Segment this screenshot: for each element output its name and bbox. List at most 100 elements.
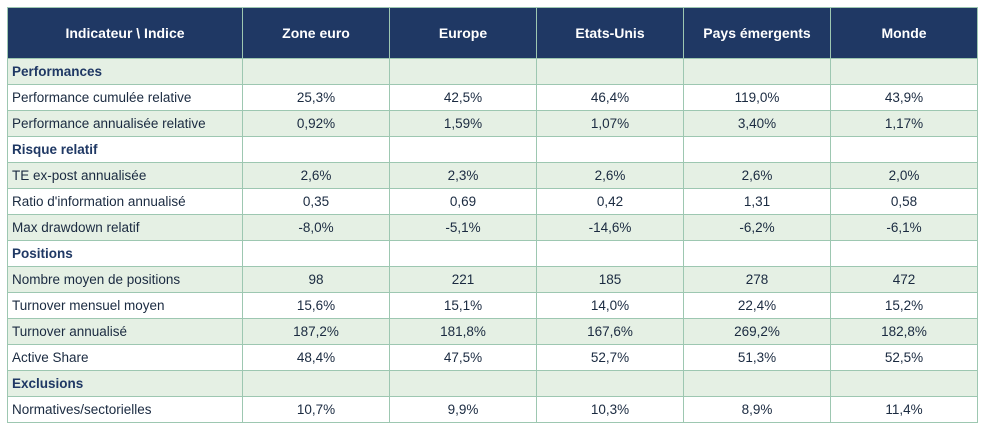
table-cell: 9,9% [389,396,537,423]
table-cell: 52,7% [536,344,684,371]
table-cell: 1,59% [389,110,537,137]
indicator-table: Indicateur \ Indice Zone euro Europe Eta… [7,7,978,423]
table-cell: 0,58 [830,188,978,215]
table-cell: 181,8% [389,318,537,345]
table-cell [683,136,831,163]
table-cell: 14,0% [536,292,684,319]
row-label: TE ex-post annualisée [7,162,243,189]
table-cell [830,58,978,85]
row-label: Performance cumulée relative [7,84,243,111]
table-cell: 0,69 [389,188,537,215]
table-cell [536,240,684,267]
table-cell: 182,8% [830,318,978,345]
table-cell: 3,40% [683,110,831,137]
table-cell: 22,4% [683,292,831,319]
table-cell: 119,0% [683,84,831,111]
table-cell: 1,17% [830,110,978,137]
row-label: Turnover mensuel moyen [7,292,243,319]
section-label: Performances [7,58,243,85]
table-cell: 278 [683,266,831,293]
table-cell: 221 [389,266,537,293]
table-cell: 187,2% [242,318,390,345]
table-cell [389,58,537,85]
table-cell: -6,1% [830,214,978,241]
table-cell [830,370,978,397]
table-cell: 8,9% [683,396,831,423]
table-cell: -5,1% [389,214,537,241]
table-row: Active Share 48,4% 47,5% 52,7% 51,3% 52,5% [7,344,978,371]
table-cell: 2,6% [683,162,831,189]
header-europe: Europe [389,7,537,59]
table-row: Normatives/sectorielles 10,7% 9,9% 10,3% 8,9… [7,396,978,423]
table-cell: 0,35 [242,188,390,215]
table-cell [536,370,684,397]
table-cell: 46,4% [536,84,684,111]
table-cell: 1,31 [683,188,831,215]
table-row: Nombre moyen de positions 98 221 185 278 472 [7,266,978,293]
table-cell: 15,6% [242,292,390,319]
table-cell: 167,6% [536,318,684,345]
section-label: Risque relatif [7,136,243,163]
table-cell: 98 [242,266,390,293]
table-body: Performances Performance cumulée relative… [7,58,978,423]
table-cell: 11,4% [830,396,978,423]
table-cell: -14,6% [536,214,684,241]
table-cell: -6,2% [683,214,831,241]
table-cell [389,240,537,267]
section-row: Performances [7,58,978,85]
table-cell: 1,07% [536,110,684,137]
table-cell [536,58,684,85]
row-label: Max drawdown relatif [7,214,243,241]
table-cell: 15,1% [389,292,537,319]
table-cell: 0,92% [242,110,390,137]
table-cell: 10,3% [536,396,684,423]
table-row: Turnover annualisé 187,2% 181,8% 167,6% 269,… [7,318,978,345]
indicator-table-container: Indicateur \ Indice Zone euro Europe Eta… [7,7,978,423]
table-cell: 185 [536,266,684,293]
row-label: Nombre moyen de positions [7,266,243,293]
table-cell: 51,3% [683,344,831,371]
header-etats-unis: Etats-Unis [536,7,684,59]
table-cell: 15,2% [830,292,978,319]
table-cell [536,136,684,163]
table-cell: 48,4% [242,344,390,371]
table-cell: 47,5% [389,344,537,371]
header-zone-euro: Zone euro [242,7,390,59]
table-cell [389,370,537,397]
row-label: Ratio d'information annualisé [7,188,243,215]
section-row: Positions [7,240,978,267]
table-cell: 25,3% [242,84,390,111]
table-row: TE ex-post annualisée 2,6% 2,3% 2,6% 2,6% 2,0… [7,162,978,189]
table-row: Performance annualisée relative 0,92% 1,59… [7,110,978,137]
table-cell: 2,6% [536,162,684,189]
table-cell: 2,6% [242,162,390,189]
table-cell: 269,2% [683,318,831,345]
table-cell [389,136,537,163]
table-cell: 10,7% [242,396,390,423]
table-row: Turnover mensuel moyen 15,6% 15,1% 14,0% 22,… [7,292,978,319]
table-cell [830,136,978,163]
table-cell [242,58,390,85]
table-cell: 43,9% [830,84,978,111]
row-label: Normatives/sectorielles [7,396,243,423]
row-label: Turnover annualisé [7,318,243,345]
table-cell [242,136,390,163]
table-cell: -8,0% [242,214,390,241]
section-label: Exclusions [7,370,243,397]
table-row: Max drawdown relatif -8,0% -5,1% -14,6% -6,2… [7,214,978,241]
section-row: Risque relatif [7,136,978,163]
section-label: Positions [7,240,243,267]
table-cell: 2,0% [830,162,978,189]
table-cell [683,58,831,85]
table-cell: 2,3% [389,162,537,189]
table-cell [683,370,831,397]
table-header-row: Indicateur \ Indice Zone euro Europe Eta… [7,7,978,59]
table-cell [242,240,390,267]
table-cell [242,370,390,397]
table-cell [830,240,978,267]
section-row: Exclusions [7,370,978,397]
header-indicator: Indicateur \ Indice [7,7,243,59]
table-cell: 0,42 [536,188,684,215]
table-cell: 52,5% [830,344,978,371]
header-pays-emergents: Pays émergents [683,7,831,59]
